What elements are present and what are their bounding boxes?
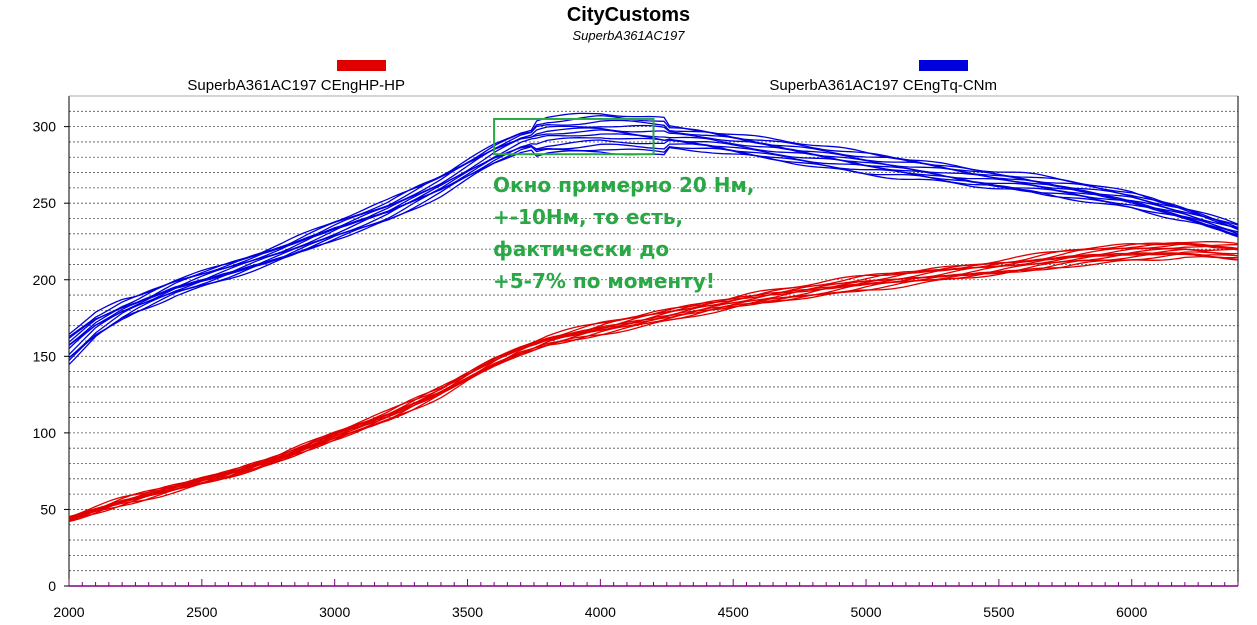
axes: 2000 2500 3000 3500 4000 4500 5000 5500 6000 0 50 1… — [33, 95, 1239, 620]
annotation-line-3: фактически до — [493, 237, 669, 261]
x-tick-label: 5500 — [983, 604, 1014, 620]
series-run-line — [68, 242, 1238, 519]
x-tick-label: 2500 — [186, 604, 217, 620]
legend-label-hp: SuperbA361AC197 CEngHP-HP — [187, 77, 405, 94]
legend: SuperbA361AC197 CEngHP-HP SuperbA361AC19… — [187, 60, 997, 94]
y-tick-label: 200 — [33, 272, 57, 288]
annotation: Окно примерно 20 Нм, +-10Нм, то есть, фа… — [493, 117, 754, 293]
x-tick-label: 4500 — [718, 604, 749, 620]
series-run-line — [68, 112, 1239, 335]
y-tick-label: 50 — [40, 501, 56, 517]
x-tick-label: 5000 — [850, 604, 881, 620]
series-run-line — [68, 252, 1239, 521]
annotation-line-1: Окно примерно 20 Нм, — [493, 173, 754, 197]
x-tick-label: 6000 — [1116, 604, 1147, 620]
x-tick-label: 3000 — [319, 604, 350, 620]
annotation-line-4: +5-7% по моменту! — [493, 269, 715, 293]
series-hp — [68, 240, 1239, 523]
grid-lines — [69, 95, 1238, 572]
y-tick-label: 300 — [33, 119, 57, 135]
series-run-line — [68, 255, 1239, 522]
y-tick-label: 150 — [33, 348, 57, 364]
legend-swatch-hp — [337, 60, 386, 71]
y-tick-label: 250 — [33, 195, 57, 211]
x-tick-label: 3500 — [452, 604, 483, 620]
series-layer — [68, 112, 1239, 523]
annotation-box — [493, 117, 655, 156]
legend-swatch-tq — [919, 60, 968, 71]
y-tick-label: 100 — [33, 425, 57, 441]
y-tick-label: 0 — [48, 578, 56, 594]
legend-label-tq: SuperbA361AC197 CEngTq-CNm — [769, 77, 997, 94]
x-tick-label: 2000 — [53, 604, 84, 620]
chart-subtitle: SuperbA361AC197 — [572, 28, 685, 43]
chart-title: CityCustoms — [566, 4, 691, 26]
series-run-line — [68, 240, 1239, 519]
annotation-line-2: +-10Нм, то есть, — [493, 205, 683, 229]
series-run-line — [68, 252, 1239, 521]
x-tick-label: 4000 — [585, 604, 616, 620]
